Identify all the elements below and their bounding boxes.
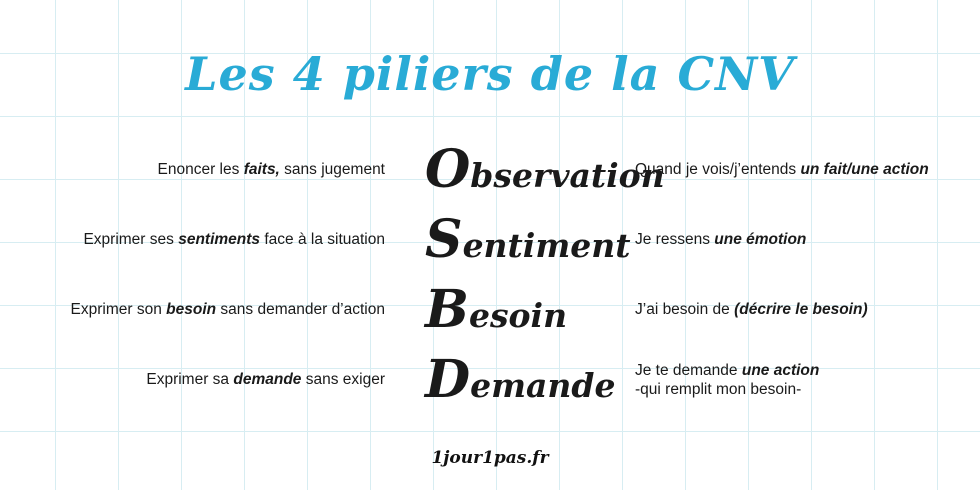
- pillar-word-sentiment: Sentiment: [425, 209, 631, 270]
- observation-right-text: Quand je vois/j’entends un fait/une acti…: [635, 161, 929, 179]
- sentiment-right-text: Je ressens une émotion: [635, 231, 807, 249]
- pillar-word-besoin: Besoin: [425, 279, 568, 340]
- demande-left-text: Exprimer sa demande sans exiger: [146, 371, 385, 389]
- sentiment-left-text: Exprimer ses sentiments face à la situat…: [83, 231, 385, 249]
- row-besoin: Exprimer son besoin sans demander d’acti…: [0, 275, 980, 345]
- observation-left-text: Enoncer les faits, sans jugement: [157, 161, 385, 179]
- demande-right-text: Je te demande une action -qui remplit mo…: [635, 361, 980, 400]
- besoin-left-text: Exprimer son besoin sans demander d’acti…: [70, 301, 385, 319]
- watermark: 1jour1pas.fr: [431, 448, 549, 468]
- pillar-word-demande: Demande: [425, 349, 616, 410]
- pillar-word-observation: Observation: [425, 139, 665, 200]
- page-title: Les 4 piliers de la CNV: [185, 46, 795, 101]
- row-sentiment: Exprimer ses sentiments face à la situat…: [0, 205, 980, 275]
- besoin-right-text: J’ai besoin de (décrire le besoin): [635, 301, 868, 319]
- pillars-list: Enoncer les faits, sans jugement Observa…: [0, 135, 980, 415]
- row-demande: Exprimer sa demande sans exiger Demande …: [0, 345, 980, 415]
- demande-right-line1: Je te demande une action: [635, 361, 820, 379]
- demande-right-line2: -qui remplit mon besoin-: [635, 381, 802, 398]
- row-observation: Enoncer les faits, sans jugement Observa…: [0, 135, 980, 205]
